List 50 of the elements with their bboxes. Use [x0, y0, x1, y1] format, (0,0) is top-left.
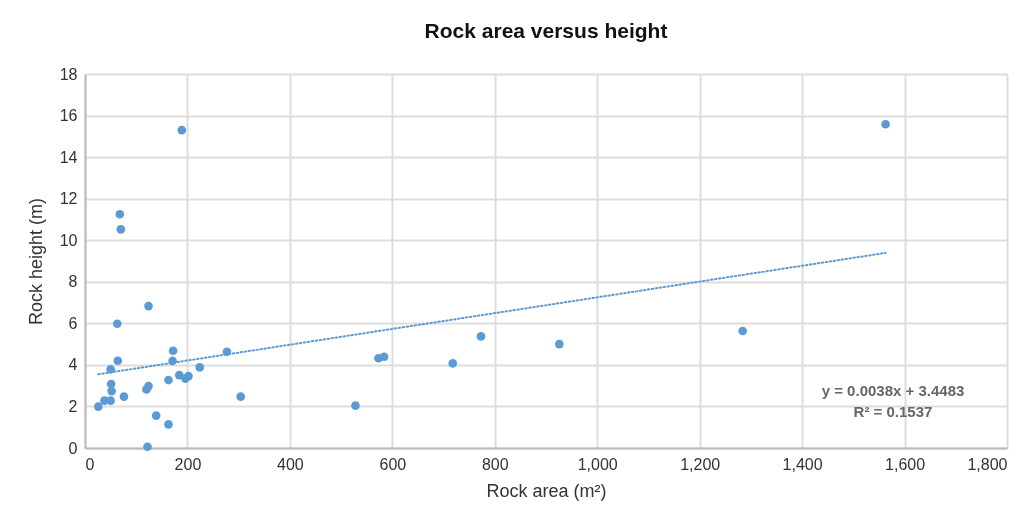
chart-title: Rock area versus height	[424, 19, 668, 42]
y-tick-label: 6	[68, 314, 78, 332]
y-tick-label: 14	[59, 148, 78, 166]
point	[881, 119, 890, 129]
y-axis-title: Rock height (m)	[25, 197, 46, 326]
x-tick-label: 0	[85, 455, 95, 473]
y-tick-label: 12	[59, 190, 78, 208]
point	[106, 396, 115, 405]
point	[476, 332, 486, 341]
point	[164, 375, 173, 385]
point	[177, 125, 187, 135]
point	[379, 352, 389, 362]
y-tick-label: 16	[59, 107, 78, 125]
x-tick-label: 1,200	[680, 455, 721, 473]
point	[116, 225, 126, 234]
point	[113, 356, 123, 366]
point	[93, 402, 103, 411]
y-tick-label: 4	[68, 356, 78, 374]
x-tick-label: 1,000	[577, 455, 618, 473]
y-tick-label: 2	[68, 397, 78, 415]
x-tick-label: 1,400	[782, 455, 823, 473]
point	[195, 363, 205, 372]
point	[112, 319, 122, 329]
annotation: y = 0.0038x + 3.4483	[821, 382, 965, 399]
point	[144, 381, 153, 391]
point	[164, 419, 173, 429]
x-tick-label: 600	[379, 455, 407, 473]
point	[554, 339, 564, 349]
point	[144, 301, 153, 311]
x-tick-label: 1,800	[967, 455, 1008, 473]
y-tick-label: 18	[59, 65, 78, 83]
x-tick-label: 1,600	[885, 455, 926, 473]
y-tick-label: 10	[59, 231, 78, 249]
point	[351, 401, 360, 410]
point	[236, 392, 246, 401]
x-tick-label: 200	[174, 455, 202, 473]
x-tick-label: 800	[481, 455, 509, 473]
x-tick-label: 400	[277, 455, 304, 473]
x-axis-title: Rock area (m²)	[486, 480, 607, 501]
point	[143, 442, 152, 452]
y-tick-label: 0	[68, 439, 78, 457]
point	[448, 359, 458, 368]
point	[738, 326, 748, 336]
y-tick-label: 8	[68, 273, 78, 291]
point	[151, 411, 161, 420]
point	[115, 209, 125, 219]
point	[119, 392, 129, 401]
point	[168, 346, 178, 356]
point	[107, 386, 116, 396]
annotation: R² = 0.1537	[853, 403, 933, 420]
